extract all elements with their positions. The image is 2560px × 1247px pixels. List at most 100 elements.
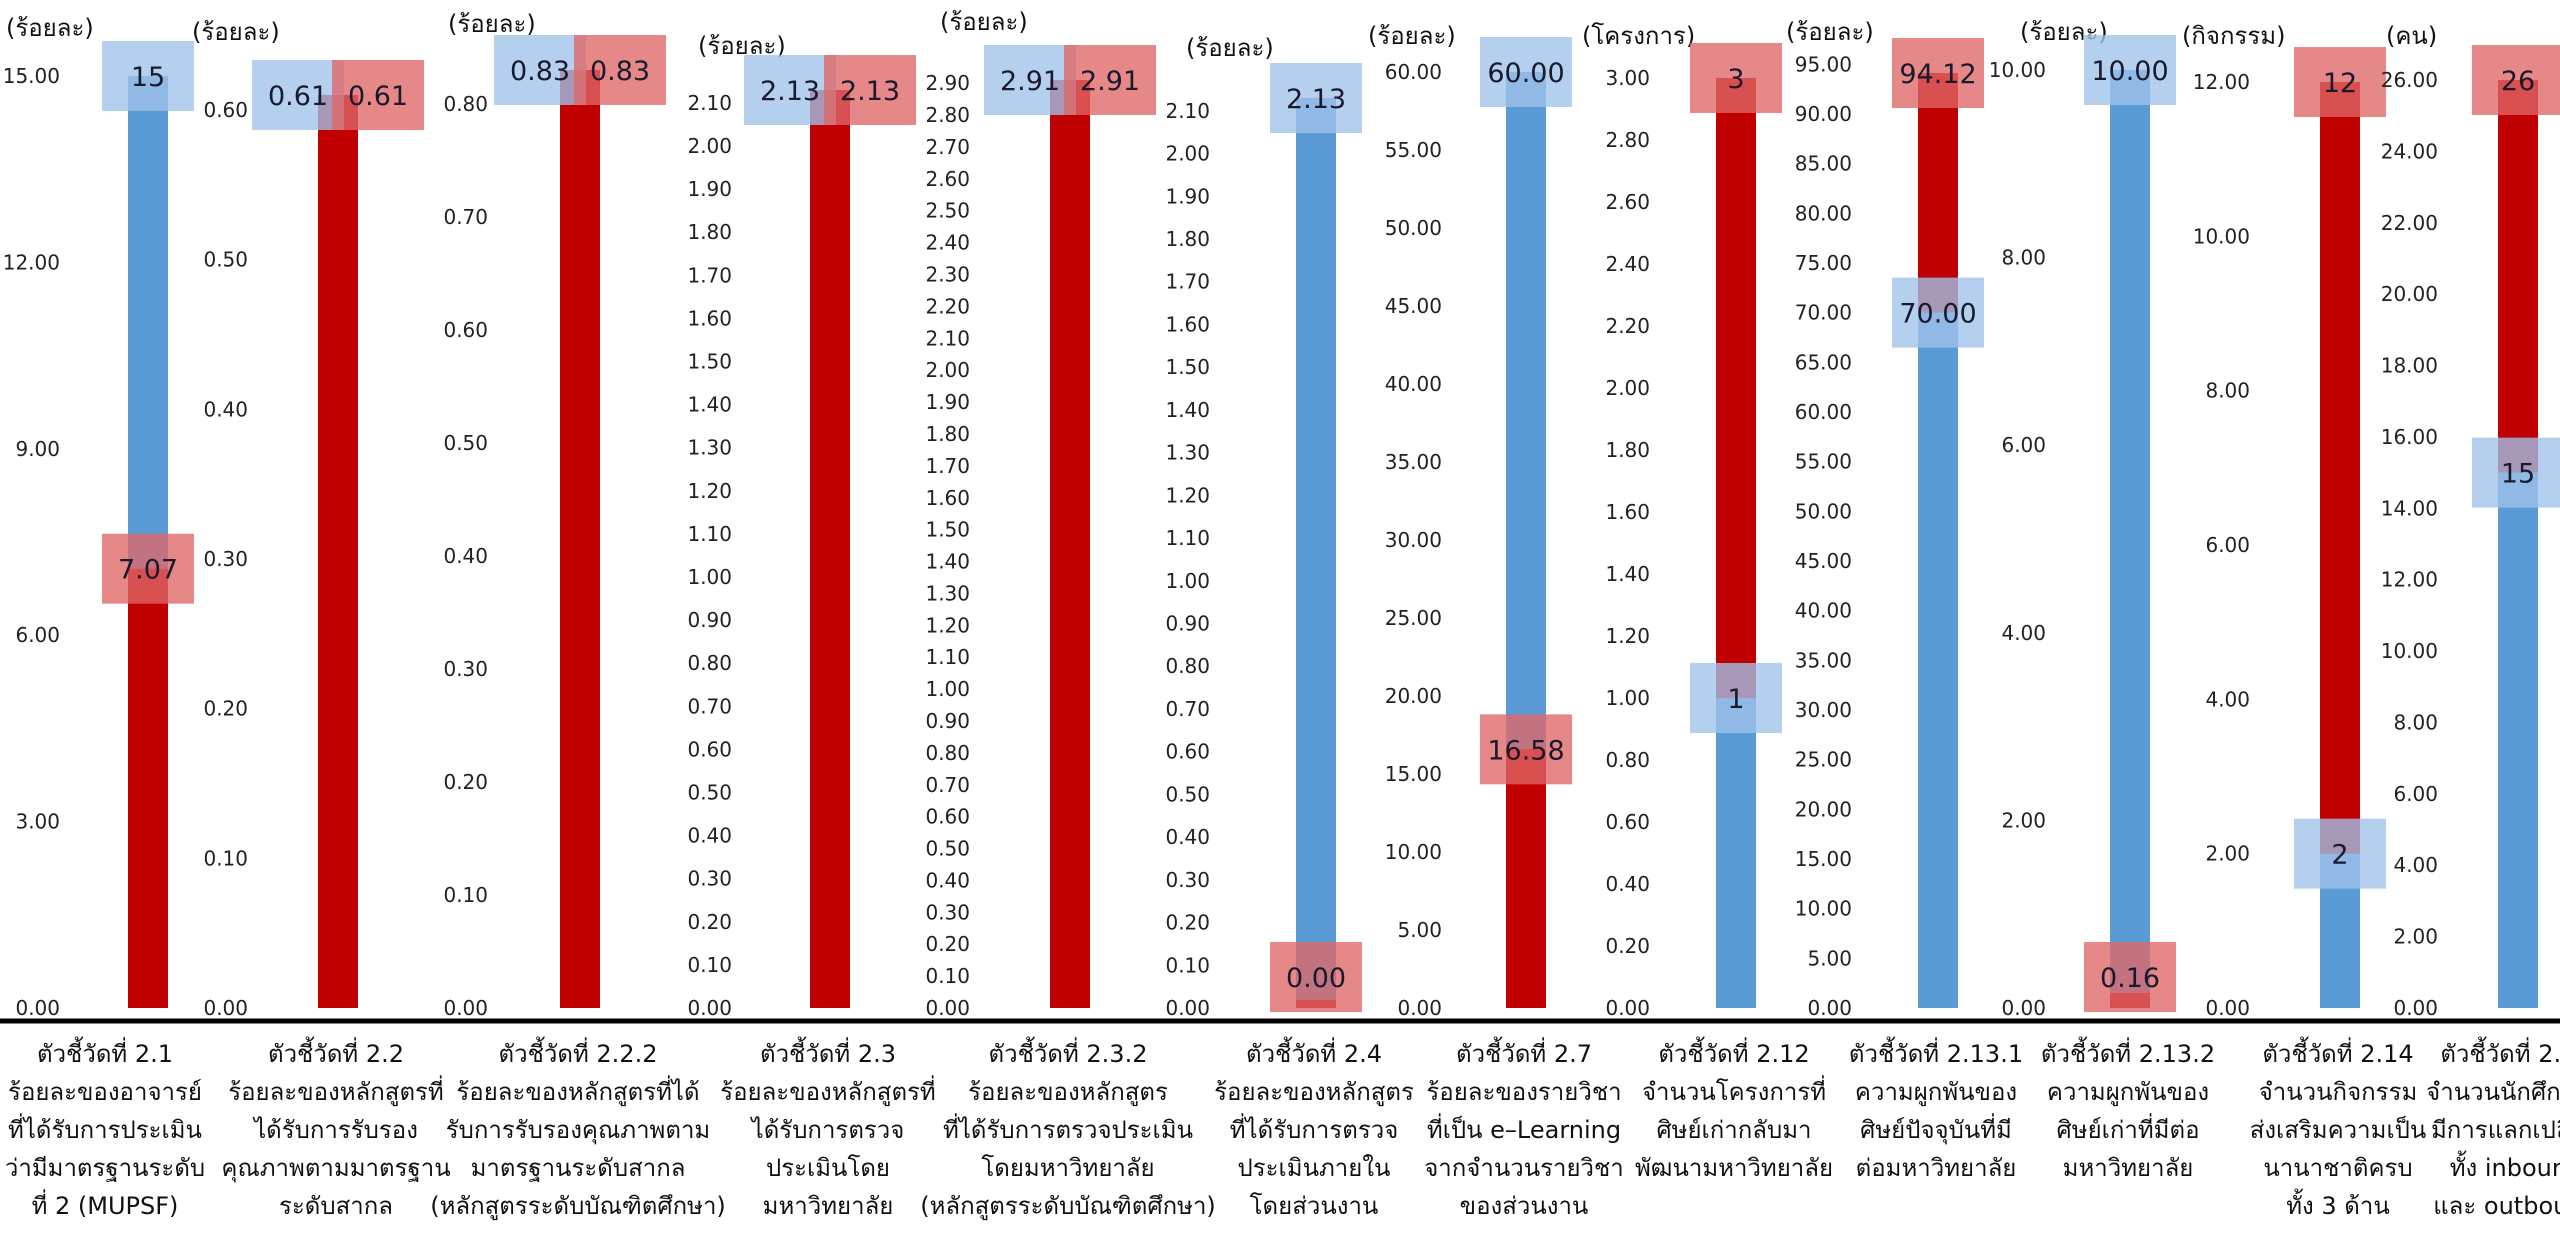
y-tick-label: 1.60 xyxy=(1605,500,1650,524)
y-tick-label: 0.10 xyxy=(687,953,732,977)
y-axis-unit: (ร้อยละ) xyxy=(1786,18,1874,46)
y-tick-label: 2.20 xyxy=(1605,314,1650,338)
indicator-caption-line: (หลักสูตรระดับบัณฑิตศึกษา) xyxy=(430,1192,726,1221)
indicator-caption-line: ตัวชี้วัดที่ 2.12 xyxy=(1658,1036,1809,1068)
actual-value-label: 0.00 xyxy=(1286,963,1346,994)
indicator-caption-line: โดยมหาวิทยาลัย xyxy=(981,1154,1154,1182)
actual-value-label: 16.58 xyxy=(1487,735,1564,766)
actual-value-label: 94.12 xyxy=(1899,59,1976,90)
actual-value-box xyxy=(574,35,666,105)
target-value-label: 2 xyxy=(2331,840,2348,871)
y-tick-label: 80.00 xyxy=(1795,201,1852,225)
y-tick-label: 0.00 xyxy=(1605,996,1650,1020)
indicator-caption-line: ศิษย์ปัจจุบันที่มี xyxy=(1860,1113,2012,1145)
y-tick-label: 0.80 xyxy=(1605,748,1650,772)
actual-value-label: 12 xyxy=(2323,68,2357,99)
target-value-label: 15 xyxy=(2501,459,2535,490)
target-bar xyxy=(1716,698,1756,1008)
actual-bar xyxy=(318,95,358,1008)
indicator-caption-line: พัฒนามหาวิทยาลัย xyxy=(1635,1154,1833,1182)
y-tick-label: 1.90 xyxy=(687,177,732,201)
indicator-panel-3: (ร้อยละ) 0.00 0.10 0.20 0.30 0.40 0.50 0.60 0.70… xyxy=(430,10,726,1221)
y-tick-label: 0.50 xyxy=(1165,782,1210,806)
y-tick-label: 0.40 xyxy=(203,397,248,421)
y-tick-label: 0.20 xyxy=(925,932,970,956)
y-tick-label: 2.00 xyxy=(2001,808,2046,832)
y-axis-unit: (ร้อยละ) xyxy=(448,10,536,38)
y-tick-label: 0.60 xyxy=(203,98,248,122)
target-bar xyxy=(2110,70,2150,1008)
target-value-box xyxy=(494,35,586,105)
y-tick-label: 1.50 xyxy=(925,518,970,542)
target-value-box xyxy=(984,45,1076,115)
actual-value-box xyxy=(1270,942,1362,1012)
target-value-label: 60.00 xyxy=(1487,58,1564,89)
y-tick-label: 0.90 xyxy=(687,608,732,632)
y-tick-label: 0.60 xyxy=(1165,740,1210,764)
indicator-caption-line: ต่อมหาวิทยาลัย xyxy=(1856,1154,2017,1182)
y-tick-label: 0.80 xyxy=(443,92,488,116)
y-tick-label: 0.30 xyxy=(925,900,970,924)
y-tick-label: 1.40 xyxy=(925,550,970,574)
y-tick-label: 0.00 xyxy=(2001,996,2046,1020)
target-bar xyxy=(1296,98,1336,1008)
actual-value-label: 2.91 xyxy=(1080,66,1140,97)
y-tick-label: 26.00 xyxy=(2381,68,2438,92)
actual-value-box xyxy=(2294,47,2386,117)
y-axis-unit: (ร้อยละ) xyxy=(6,14,94,42)
actual-value-label: 7.07 xyxy=(118,555,178,586)
y-tick-label: 0.20 xyxy=(687,910,732,934)
y-tick-label: 0.20 xyxy=(1605,934,1650,958)
indicator-caption-line: ศิษย์เก่าที่มีต่อ xyxy=(2057,1113,2200,1144)
y-tick-label: 0.60 xyxy=(1605,810,1650,834)
y-tick-label: 1.80 xyxy=(687,220,732,244)
indicator-caption-line: ของส่วนงาน xyxy=(1460,1192,1589,1220)
indicator-caption-line: ได้รับการตรวจ xyxy=(750,1116,905,1144)
y-tick-label: 12.00 xyxy=(3,250,60,274)
y-tick-label: 55.00 xyxy=(1795,450,1852,474)
indicator-caption-line: และ outbound xyxy=(2433,1192,2560,1220)
indicator-caption-line: มหาวิทยาลัย xyxy=(2063,1154,2194,1182)
y-axis-unit: (ร้อยละ) xyxy=(1186,34,1274,62)
indicator-caption-line: คุณภาพตามมาตรฐาน xyxy=(221,1154,450,1183)
indicator-caption-line: ระดับสากล xyxy=(279,1192,393,1220)
indicator-panel-2: (ร้อยละ) 0.00 0.10 0.20 0.30 0.40 0.50 0.60 0.61… xyxy=(192,18,451,1220)
y-tick-label: 2.10 xyxy=(687,91,732,115)
indicator-caption-line: ประเมินโดย xyxy=(766,1154,890,1182)
target-value-label: 0.83 xyxy=(510,56,570,87)
y-tick-label: 0.10 xyxy=(443,883,488,907)
y-tick-label: 70.00 xyxy=(1795,301,1852,325)
target-value-box xyxy=(1480,37,1572,107)
y-tick-label: 8.00 xyxy=(2001,246,2046,270)
indicator-caption-line: ร้อยละของหลักสูตรที่ xyxy=(228,1075,444,1107)
y-tick-label: 75.00 xyxy=(1795,251,1852,275)
indicator-caption-line: ตัวชี้วัดที่ 2.15 xyxy=(2440,1036,2560,1068)
indicator-caption-line: จำนวนนักศึกษาที่ xyxy=(2426,1075,2560,1106)
y-tick-label: 2.00 xyxy=(2393,925,2438,949)
y-tick-label: 12.00 xyxy=(2193,70,2250,94)
indicator-caption-line: รับการรับรองคุณภาพตาม xyxy=(446,1116,711,1145)
y-tick-label: 18.00 xyxy=(2381,354,2438,378)
indicator-caption-line: จำนวนกิจกรรม xyxy=(2259,1078,2418,1106)
indicator-caption-line: ส่งเสริมความเป็น xyxy=(2250,1115,2427,1144)
indicator-caption-line: ตัวชี้วัดที่ 2.3.2 xyxy=(989,1036,1148,1068)
y-axis-unit: (กิจกรรม) xyxy=(2182,22,2285,50)
y-tick-label: 0.30 xyxy=(443,657,488,681)
y-tick-label: 2.30 xyxy=(925,263,970,287)
indicator-caption-line: ตัวชี้วัดที่ 2.3 xyxy=(760,1036,896,1068)
y-tick-label: 6.00 xyxy=(15,623,60,647)
indicator-panel-4: (ร้อยละ)0.000.100.200.300.400.500.600.70… xyxy=(687,32,935,1220)
y-tick-label: 2.40 xyxy=(1605,252,1650,276)
y-tick-label: 1.40 xyxy=(1165,398,1210,422)
y-tick-label: 40.00 xyxy=(1795,599,1852,623)
y-tick-label: 10.00 xyxy=(2193,224,2250,248)
y-tick-label: 1.30 xyxy=(687,436,732,460)
indicator-caption-line: ทั้ง inbound xyxy=(2450,1150,2560,1182)
indicator-caption-line: ทั้ง 3 ด้าน xyxy=(2286,1188,2390,1220)
y-tick-label: 22.00 xyxy=(2381,211,2438,235)
actual-bar xyxy=(1050,80,1090,1008)
y-tick-label: 20.00 xyxy=(1385,684,1442,708)
actual-value-label: 26 xyxy=(2501,66,2535,97)
y-tick-label: 3.00 xyxy=(15,810,60,834)
